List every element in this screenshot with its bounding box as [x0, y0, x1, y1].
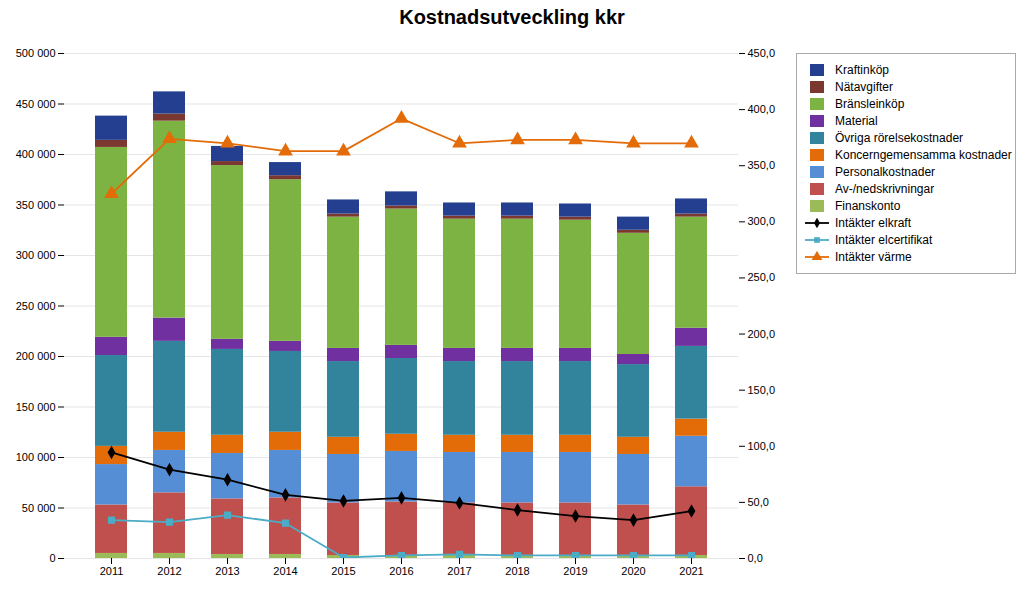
svg-text:2013: 2013 — [215, 565, 239, 577]
html-text:Av-/nedskrivningar: Av-/nedskrivningar — [835, 182, 935, 196]
svg-text:200,0: 200,0 — [748, 328, 776, 340]
html-text:Material: Material — [835, 114, 878, 128]
html-text:Kostnadsutveckling kkr: Kostnadsutveckling kkr — [399, 6, 625, 28]
svg-text:50,0: 50,0 — [748, 496, 769, 508]
svg-text:400 000: 400 000 — [16, 148, 56, 160]
svg-text:350 000: 350 000 — [16, 199, 56, 211]
svg-text:2014: 2014 — [273, 565, 297, 577]
svg-text:50 000: 50 000 — [22, 502, 56, 514]
svg-text:250,0: 250,0 — [748, 271, 776, 283]
svg-text:450 000: 450 000 — [16, 98, 56, 110]
html-text:Personalkostnader: Personalkostnader — [835, 165, 936, 179]
svg-text:300 000: 300 000 — [16, 249, 56, 261]
svg-text:400,0: 400,0 — [748, 103, 776, 115]
html-text:Bränsleinköp: Bränsleinköp — [835, 97, 905, 111]
svg-text:2017: 2017 — [447, 565, 471, 577]
svg-text:2021: 2021 — [679, 565, 703, 577]
svg-text:250 000: 250 000 — [16, 300, 56, 312]
html-text:Intäkter värme: Intäkter värme — [835, 250, 912, 264]
svg-text:500 000: 500 000 — [16, 47, 56, 59]
html-text:Koncerngemensamma kostnader: Koncerngemensamma kostnader — [835, 148, 1012, 162]
svg-text:2020: 2020 — [621, 565, 645, 577]
svg-text:2012: 2012 — [157, 565, 181, 577]
svg-text:200 000: 200 000 — [16, 350, 56, 362]
svg-text:2019: 2019 — [563, 565, 587, 577]
svg-text:300,0: 300,0 — [748, 215, 776, 227]
svg-text:350,0: 350,0 — [748, 159, 776, 171]
svg-text:150 000: 150 000 — [16, 401, 56, 413]
svg-text:100,0: 100,0 — [748, 440, 776, 452]
svg-text:2016: 2016 — [389, 565, 413, 577]
svg-text:450,0: 450,0 — [748, 47, 776, 59]
svg-text:0: 0 — [49, 552, 55, 564]
svg-text:2018: 2018 — [505, 565, 529, 577]
svg-text:100 000: 100 000 — [16, 451, 56, 463]
svg-text:2015: 2015 — [331, 565, 355, 577]
html-text:Intäkter elkraft: Intäkter elkraft — [835, 216, 911, 230]
html-text:Intäkter elcertifikat: Intäkter elcertifikat — [835, 233, 933, 247]
html-text:Övriga rörelsekostnader: Övriga rörelsekostnader — [835, 131, 964, 145]
svg-text:0,0: 0,0 — [748, 552, 763, 564]
html-text:Finanskonto: Finanskonto — [835, 199, 901, 213]
svg-text:150,0: 150,0 — [748, 384, 776, 396]
html-text:Nätavgifter: Nätavgifter — [835, 80, 893, 94]
html-text:Kraftinköp: Kraftinköp — [835, 63, 889, 77]
svg-text:2011: 2011 — [100, 565, 124, 577]
